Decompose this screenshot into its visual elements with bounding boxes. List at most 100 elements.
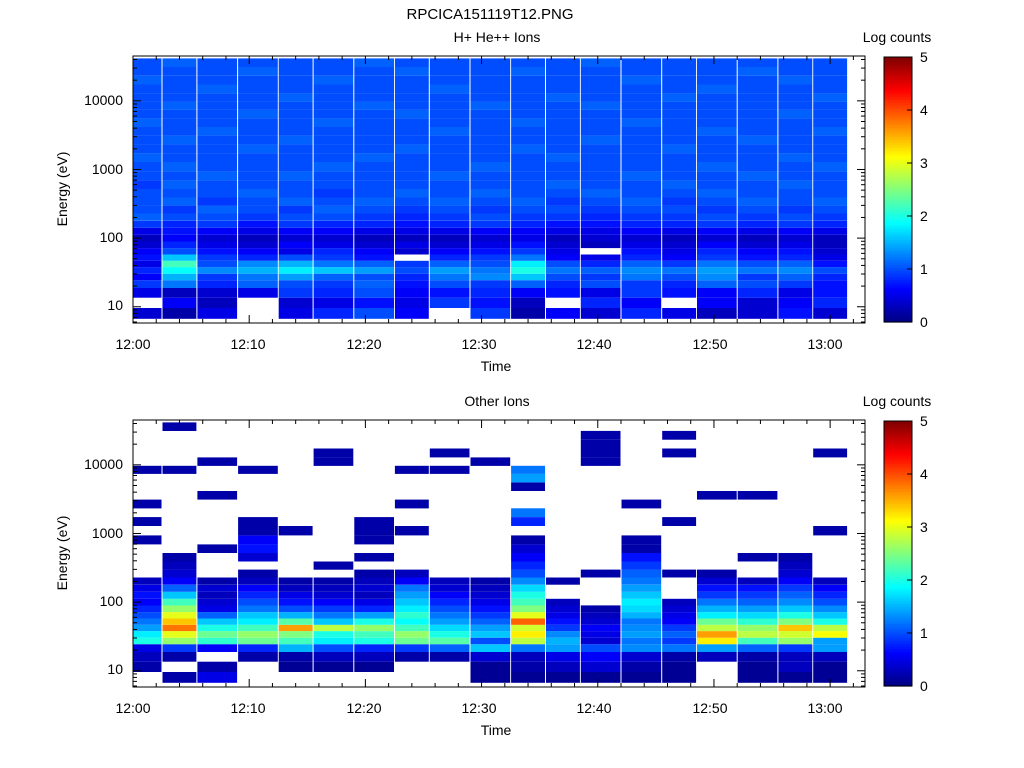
heatmap-cell	[546, 308, 580, 319]
heatmap-cell	[162, 637, 197, 645]
heatmap-cell	[394, 109, 429, 119]
heatmap-cell	[697, 153, 737, 162]
heatmap-cell	[197, 144, 238, 154]
colorbar-step	[884, 74, 912, 78]
colorbar-step	[884, 284, 912, 288]
colorbar-step	[884, 107, 912, 111]
colorbar-step	[884, 468, 912, 472]
heatmap-cell	[511, 591, 545, 599]
colorbar-step	[884, 548, 912, 552]
heatmap-cell	[429, 448, 470, 458]
heatmap-cell	[238, 605, 278, 613]
colorbar-step	[884, 144, 912, 148]
heatmap-cell	[662, 93, 697, 102]
heatmap-cell	[313, 118, 354, 127]
heatmap-cell	[580, 171, 621, 181]
heatmap-cell	[197, 288, 238, 298]
heatmap-cell	[546, 227, 580, 235]
colorbar-step	[884, 224, 912, 228]
heatmap-cell	[546, 644, 580, 652]
heatmap-cell	[511, 213, 545, 221]
heatmap-cell	[238, 598, 278, 606]
x-tick-label: 12:30	[461, 336, 496, 352]
y-axis-label-other-ions: Energy (eV)	[54, 516, 70, 591]
heatmap-cell	[354, 624, 394, 632]
heatmap-cell	[197, 153, 238, 162]
colorbar-step	[884, 451, 912, 455]
heatmap-cell	[697, 118, 737, 127]
heatmap-cell	[778, 66, 813, 76]
heatmap-cell	[162, 171, 197, 181]
heatmap-cell	[278, 288, 313, 298]
heatmap-cell	[354, 584, 394, 592]
heatmap-cell	[813, 273, 848, 281]
heatmap-cell	[813, 254, 848, 261]
y-tick-label: 10000	[84, 92, 123, 108]
heatmap-cell	[394, 499, 429, 509]
heatmap-cell	[580, 661, 621, 672]
heatmap-cell	[511, 254, 545, 261]
heatmap-cell	[238, 584, 278, 592]
heatmap-cell	[429, 612, 470, 619]
heatmap-cell	[313, 598, 354, 606]
heatmap-cell	[354, 248, 394, 255]
heatmap-cell	[278, 661, 313, 672]
heatmap-cell	[546, 180, 580, 189]
heatmap-cell	[133, 637, 162, 645]
colorbar-step	[884, 553, 912, 557]
heatmap-cell	[197, 84, 238, 94]
heatmap-cell	[737, 118, 778, 127]
heatmap-cell	[429, 189, 470, 198]
colorbar-step	[884, 636, 912, 640]
heatmap-cell	[580, 234, 621, 242]
heatmap-cell	[133, 66, 162, 76]
heatmap-cell	[813, 631, 848, 638]
heatmap-cell	[470, 273, 511, 281]
heatmap-cell	[662, 220, 697, 228]
heatmap-cell	[813, 644, 848, 652]
heatmap-cell	[197, 457, 238, 466]
heatmap-cell	[162, 598, 197, 606]
heatmap-cell	[394, 624, 429, 632]
heatmap-cell	[546, 241, 580, 249]
heatmap-cell	[429, 591, 470, 599]
colorbar-step	[884, 498, 912, 502]
colorbar-step	[884, 493, 912, 497]
colorbar-step	[884, 274, 912, 278]
heatmap-cell	[697, 189, 737, 198]
heatmap-cell	[162, 135, 197, 145]
heatmap-cell	[278, 135, 313, 145]
heatmap-cell	[470, 58, 511, 67]
heatmap-cell	[313, 652, 354, 662]
heatmap-cell	[778, 297, 813, 308]
heatmap-cell	[511, 508, 545, 518]
heatmap-cell	[737, 612, 778, 619]
colorbar-step	[884, 683, 912, 687]
heatmap-cell	[546, 267, 580, 274]
colorbar-step	[884, 516, 912, 520]
heatmap-cell	[813, 135, 848, 145]
heatmap-cell	[162, 254, 197, 261]
heatmap-cell	[737, 127, 778, 136]
colorbar-step	[884, 222, 912, 226]
heatmap-cell	[238, 644, 278, 652]
heatmap-cell	[394, 465, 429, 474]
colorbar-step	[884, 433, 912, 437]
colorbar-step	[884, 287, 912, 291]
heatmap-cell	[278, 58, 313, 67]
heatmap-cell	[238, 127, 278, 136]
heatmap-cell	[354, 267, 394, 274]
heatmap-cell	[546, 171, 580, 181]
heatmap-cell	[162, 267, 197, 274]
heatmap-cell	[133, 535, 162, 545]
heatmap-cell	[313, 561, 354, 570]
heatmap-cell	[737, 267, 778, 274]
heatmap-cell	[162, 644, 197, 652]
colorbar-step	[884, 481, 912, 485]
heatmap-cell	[697, 213, 737, 221]
heatmap-cell	[278, 577, 313, 585]
heatmap-cell	[278, 624, 313, 632]
heatmap-cell	[813, 526, 848, 536]
heatmap-cell	[162, 127, 197, 136]
heatmap-cell	[238, 591, 278, 599]
